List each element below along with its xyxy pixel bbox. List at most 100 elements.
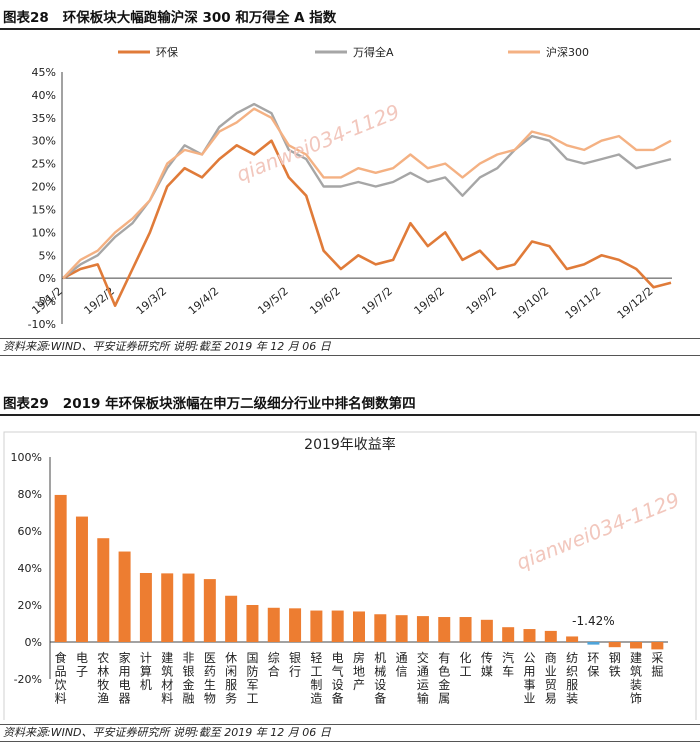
category-label: 电子 — [76, 651, 88, 679]
y-tick-label: 20% — [32, 181, 56, 194]
x-tick-label: 19/9/2 — [464, 285, 499, 318]
bar — [353, 611, 365, 642]
category-label: 建筑材料 — [161, 651, 173, 706]
bar — [54, 494, 67, 642]
y-tick-label: 30% — [32, 135, 56, 148]
bar — [438, 617, 451, 642]
y-tick-label: 10% — [32, 226, 56, 239]
category-label: 医药生物 — [204, 651, 216, 706]
category-label: 非银金融 — [183, 651, 195, 706]
category-label: 钢铁 — [609, 651, 621, 679]
category-label: 纺织服装 — [566, 651, 578, 706]
category-label: 家用电器 — [119, 650, 131, 706]
x-tick-label: 19/5/2 — [255, 285, 290, 318]
bar-chart: 2019年收益率 100% 80% 60% 40% 20% 0% -20% 食品饮料电子农林牧渔… — [3, 431, 697, 720]
x-tick-label: 19/6/2 — [307, 285, 342, 318]
bar — [587, 642, 600, 645]
bar — [139, 572, 152, 642]
bar — [267, 607, 280, 642]
y-tick-label: 5% — [39, 249, 56, 262]
bar — [630, 642, 643, 649]
category-label: 环保 — [587, 651, 599, 679]
bar — [75, 516, 88, 642]
figure2-number: 图表29 — [3, 396, 49, 412]
legend-label: 沪深300 — [546, 45, 589, 59]
category-label: 综合 — [268, 651, 280, 679]
category-label: 建筑装饰 — [630, 651, 642, 706]
category-label: 传媒 — [481, 650, 493, 679]
y-tick-label: 45% — [32, 66, 56, 79]
bar — [395, 615, 408, 642]
bar — [161, 573, 174, 642]
y-tick-label: 80% — [18, 488, 42, 501]
bar — [118, 551, 131, 642]
category-label: 机械设备 — [374, 651, 386, 706]
category-label: 国防军工 — [246, 651, 258, 706]
category-label: 农林牧渔 — [97, 651, 109, 706]
y-tick-label: 40% — [32, 89, 56, 102]
bar — [566, 636, 579, 642]
bar — [225, 595, 238, 642]
category-label: 交通运输 — [417, 650, 429, 706]
y-tick-label: 40% — [18, 562, 42, 575]
category-label: 轻工制造 — [310, 651, 322, 706]
x-tick-label: 19/12/2 — [615, 285, 656, 322]
category-label: 房地产 — [353, 650, 365, 692]
x-tick-label: 19/10/2 — [510, 285, 551, 322]
bar — [416, 616, 429, 642]
series-line — [62, 139, 672, 308]
figure2-title: 2019 年环保板块涨幅在申万二级细分行业中排名倒数第四 — [62, 396, 416, 412]
y-tick-label: 100% — [11, 451, 42, 464]
bar — [310, 610, 323, 642]
bar — [289, 608, 302, 642]
watermark: qianwei034-1129 — [513, 487, 683, 574]
category-label: 商业贸易 — [545, 650, 557, 706]
figure1-title: 环保板块大幅跑输沪深 300 和万得全 A 指数 — [62, 10, 337, 26]
bar — [544, 630, 557, 642]
y-tick-label: 35% — [32, 112, 56, 125]
category-label: 采掘 — [651, 651, 663, 679]
x-tick-label: 19/4/2 — [186, 285, 221, 318]
x-tick-label: 19/7/2 — [360, 285, 395, 318]
bar — [97, 538, 110, 642]
bar — [182, 573, 195, 642]
bar — [608, 642, 621, 648]
category-label: 公用事业 — [523, 651, 535, 706]
x-tick-label: 19/11/2 — [563, 285, 604, 322]
y-tick-label: -5% — [35, 295, 56, 308]
bar — [203, 579, 216, 642]
category-label: 食品饮料 — [55, 650, 67, 706]
bar — [523, 629, 536, 642]
bar — [480, 619, 493, 642]
series-line — [62, 107, 672, 280]
category-label: 有色金属 — [438, 651, 450, 706]
category-label: 电气设备 — [332, 651, 344, 706]
y-tick-label: 20% — [18, 599, 42, 612]
category-label: 化工 — [460, 651, 472, 679]
data-label: -1.42% — [572, 614, 614, 628]
y-tick-label: 60% — [18, 525, 42, 538]
series-line — [62, 102, 672, 280]
bar — [246, 605, 259, 642]
bar — [502, 627, 515, 642]
y-tick-label: 15% — [32, 203, 56, 216]
category-label: 汽车 — [502, 650, 514, 679]
chart-frame — [3, 431, 697, 720]
figure1-header: 图表28 环保板块大幅跑输沪深 300 和万得全 A 指数 — [0, 8, 700, 30]
figure2-source: 资料来源:WIND、平安证券研究所 说明:截至 2019 年 12 月 06 日 — [0, 724, 700, 742]
y-tick-label: -20% — [14, 673, 42, 686]
category-label: 通信 — [396, 651, 408, 679]
line-chart: 45%40%35%30%25%20%15%10%5%0%-5%-10%19/1/… — [28, 45, 672, 331]
figure2-header: 图表29 2019 年环保板块涨幅在申万二级细分行业中排名倒数第四 — [0, 394, 700, 416]
x-tick-label: 19/3/2 — [134, 285, 169, 318]
y-tick-label: 0% — [39, 272, 56, 285]
category-label: 计算机 — [140, 651, 152, 692]
y-tick-label: -10% — [28, 318, 56, 331]
bar — [331, 610, 344, 642]
legend-label: 环保 — [156, 45, 178, 59]
chart-title: 2019年收益率 — [304, 436, 396, 453]
category-label: 银行 — [289, 651, 301, 679]
bar — [651, 642, 664, 650]
figure1-number: 图表28 — [3, 10, 49, 26]
category-label: 休闲服务 — [225, 651, 237, 706]
